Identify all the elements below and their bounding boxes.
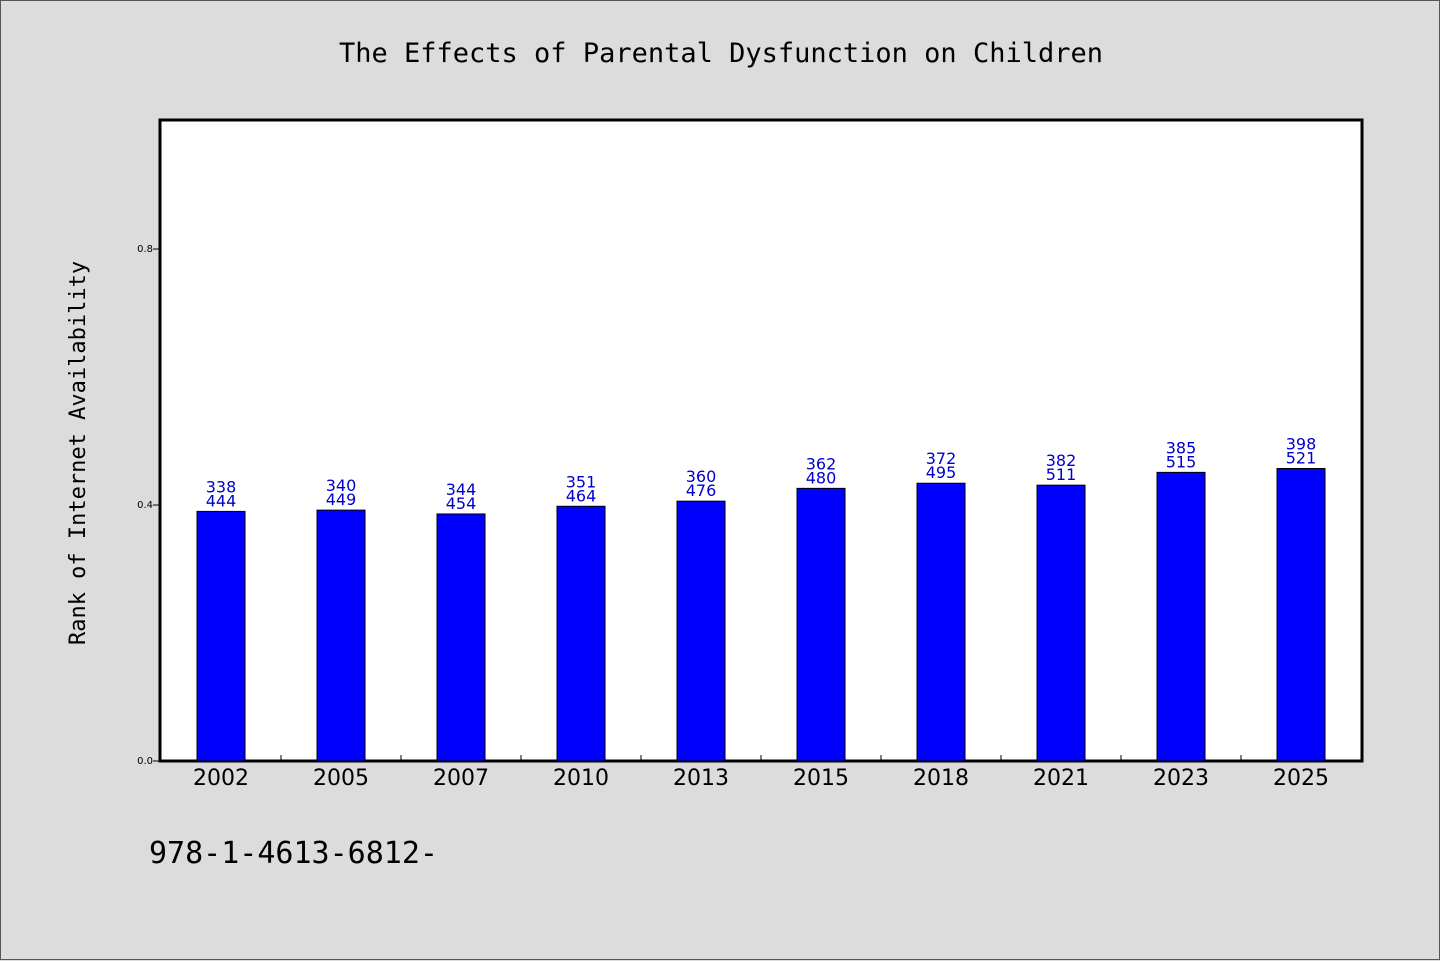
bar-2013	[676, 500, 726, 762]
bar-label-top: 372	[926, 449, 957, 468]
bar-2018	[916, 482, 966, 762]
bar-2005	[316, 509, 366, 762]
bar-label-bottom: 495	[926, 463, 957, 482]
y-axis-ticks: 0.0 0.4 0.8	[137, 244, 161, 767]
x-tick-label: 2018	[913, 766, 969, 791]
bar-label-top: 362	[806, 454, 837, 473]
x-tick-label: 2025	[1273, 766, 1329, 791]
bar-2010	[556, 505, 606, 762]
bar-label-bottom: 464	[566, 486, 597, 505]
y-tick-label: 0.4	[137, 500, 153, 511]
x-tick-label: 2010	[553, 766, 609, 791]
x-tick-label: 2013	[673, 766, 729, 791]
x-tick-label: 2023	[1153, 766, 1209, 791]
bar-label-top: 344	[446, 480, 477, 499]
x-tick-label: 2021	[1033, 766, 1089, 791]
x-tick-label: 2007	[433, 766, 489, 791]
bar-label-top: 340	[326, 476, 357, 495]
x-tick-label: 2002	[193, 766, 249, 791]
footer-text: 978-1-4613-6812-	[149, 836, 438, 871]
x-axis-labels: 2002 2005 2007 2010 2013 2015 2018 2021 2023 2025	[193, 766, 1329, 791]
x-tick-label: 2005	[313, 766, 369, 791]
bar-2002	[196, 510, 246, 762]
chart-title: The Effects of Parental Dysfunction on C…	[339, 38, 1103, 69]
bar-label-bottom: 480	[806, 468, 837, 487]
bar-2007	[436, 513, 486, 762]
bar-2025	[1276, 468, 1326, 762]
bar-2015	[796, 487, 846, 762]
bar-label-bottom: 515	[1166, 452, 1197, 471]
bar-label-bottom: 454	[446, 494, 477, 513]
bar-label-top: 385	[1166, 438, 1197, 457]
bar-label-top: 338	[206, 477, 237, 496]
bar-label-top: 351	[566, 472, 597, 491]
bar-label-top: 360	[686, 467, 717, 486]
y-tick-label: 0.0	[137, 756, 153, 767]
bar-label-bottom: 449	[326, 490, 357, 509]
bar-label-bottom: 444	[206, 491, 237, 510]
bar-label-top: 382	[1046, 451, 1077, 470]
y-axis-label: Rank of Internet Availability	[66, 261, 91, 645]
x-axis-ticks	[280, 755, 1242, 761]
bars	[196, 468, 1326, 762]
bar-2023	[1156, 471, 1206, 762]
bar-2021	[1036, 484, 1086, 762]
bar-label-top: 398	[1286, 435, 1317, 454]
bar-label-bottom: 476	[686, 481, 717, 500]
x-tick-label: 2015	[793, 766, 849, 791]
bar-label-bottom: 521	[1286, 449, 1317, 468]
y-tick-label: 0.8	[137, 244, 153, 255]
bar-label-bottom: 511	[1046, 465, 1077, 484]
